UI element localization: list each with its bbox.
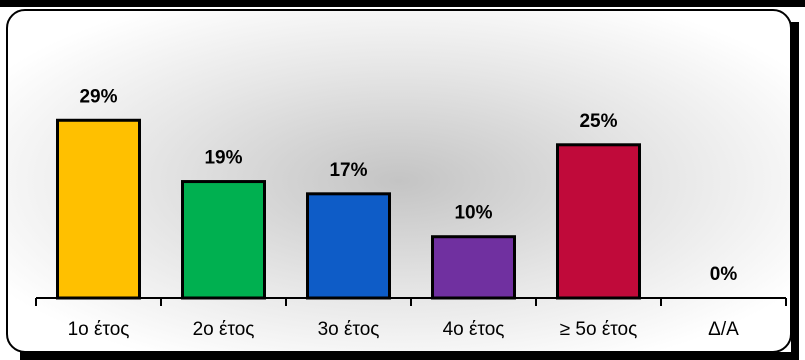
frame-shadow-right <box>791 22 799 356</box>
bars-layer <box>56 118 641 300</box>
frame-shadow-bottom <box>20 352 799 360</box>
labels-layer: 29% 1ο έτος 19% 2ο έτος 17% 3ο έτος 10% 4ο έτος… <box>68 86 740 340</box>
data-label: 10% <box>454 203 492 224</box>
x-tick-label: 1ο έτος <box>68 319 130 340</box>
data-label: 25% <box>579 111 617 132</box>
x-tick-label: ≥ 5ο έτος <box>560 319 638 340</box>
top-strip <box>0 0 805 7</box>
data-label: 19% <box>204 148 242 169</box>
bar <box>306 192 391 300</box>
bar <box>431 235 516 300</box>
data-label: 0% <box>710 264 738 285</box>
data-label: 17% <box>329 160 367 181</box>
x-tick-label: Δ/Α <box>708 319 739 340</box>
bar <box>181 180 266 300</box>
x-axis <box>35 297 787 306</box>
x-tick-label: 3ο έτος <box>318 319 380 340</box>
x-tick-label: 4ο έτος <box>443 319 505 340</box>
data-label: 29% <box>79 86 117 107</box>
bar <box>56 118 141 300</box>
x-tick-label: 2ο έτος <box>193 319 255 340</box>
bar <box>556 143 641 300</box>
